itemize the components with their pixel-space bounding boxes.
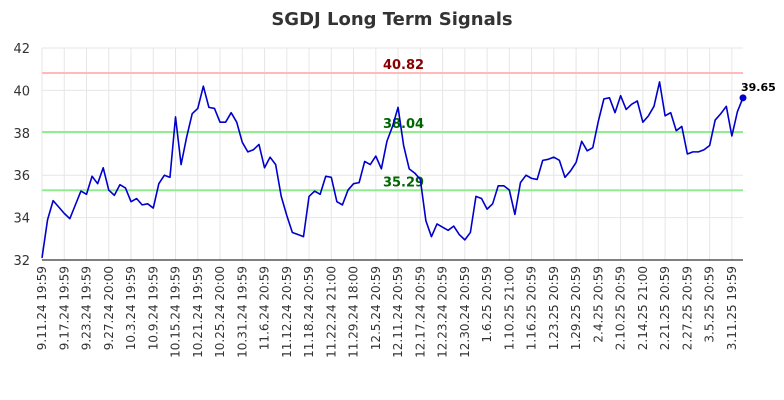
price-line bbox=[41, 81, 744, 258]
x-tick-label: 12.23.24 20:59 bbox=[436, 266, 450, 358]
x-tick-label: 11.29.24 18:00 bbox=[347, 266, 361, 358]
x-tick-label: 9.11.24 19:59 bbox=[35, 266, 49, 350]
x-tick-label: 12.5.24 20:59 bbox=[369, 266, 383, 350]
x-tick-label: 9.23.24 19:59 bbox=[80, 266, 94, 350]
reference-lines: 40.82 38.04 35.29 bbox=[42, 58, 743, 192]
last-value-label: 39.65 bbox=[741, 81, 776, 94]
x-axis-ticks: 9.11.24 19:59 9.17.24 19:59 9.23.24 19:59 9… bbox=[35, 266, 739, 358]
x-tick-label: 10.31.24 19:59 bbox=[235, 266, 249, 358]
x-tick-label: 11.6.24 20:59 bbox=[258, 266, 272, 350]
x-tick-label: 3.11.25 19:59 bbox=[725, 266, 739, 350]
x-tick-label: 11.18.24 20:59 bbox=[302, 266, 316, 358]
x-tick-label: 12.30.24 20:59 bbox=[458, 266, 472, 358]
x-tick-label: 1.23.25 20:59 bbox=[547, 266, 561, 350]
x-tick-label: 9.27.24 20:00 bbox=[102, 266, 116, 350]
last-point-marker bbox=[739, 94, 747, 102]
x-tick-label: 1.10.25 21:00 bbox=[502, 266, 516, 350]
x-tick-label: 1.6.25 20:59 bbox=[480, 266, 494, 343]
y-tick-label: 42 bbox=[13, 42, 30, 57]
x-tick-label: 1.16.25 20:59 bbox=[525, 266, 539, 350]
x-tick-label: 10.15.24 19:59 bbox=[169, 266, 183, 358]
x-tick-label: 12.11.24 20:59 bbox=[391, 266, 405, 358]
x-tick-label: 2.21.25 20:59 bbox=[658, 266, 672, 350]
x-tick-label: 3.5.25 20:59 bbox=[703, 266, 717, 343]
x-tick-label: 2.14.25 21:00 bbox=[636, 266, 650, 350]
x-tick-label: 10.25.24 20:00 bbox=[213, 266, 227, 358]
x-tick-label: 11.22.24 21:00 bbox=[324, 266, 338, 358]
y-tick-label: 32 bbox=[13, 254, 30, 269]
x-tick-label: 2.10.25 20:59 bbox=[614, 266, 628, 350]
x-tick-label: 11.12.24 20:59 bbox=[280, 266, 294, 358]
grid bbox=[41, 47, 743, 261]
x-tick-label: 10.3.24 19:59 bbox=[124, 266, 138, 350]
x-tick-label: 10.9.24 19:59 bbox=[146, 266, 160, 350]
y-axis-ticks: 32 34 36 38 40 42 bbox=[13, 42, 30, 269]
x-tick-label: 9.17.24 19:59 bbox=[57, 266, 71, 350]
reference-line-label: 38.04 bbox=[383, 117, 424, 132]
y-tick-label: 40 bbox=[13, 84, 30, 99]
x-tick-label: 10.21.24 19:59 bbox=[191, 266, 205, 358]
reference-line-label: 35.29 bbox=[383, 175, 424, 190]
annotations: 39.65 bbox=[739, 81, 776, 102]
y-tick-label: 34 bbox=[13, 212, 30, 227]
series-group bbox=[41, 81, 744, 258]
y-tick-label: 36 bbox=[13, 169, 30, 184]
x-tick-label: 2.27.25 20:59 bbox=[680, 266, 694, 350]
x-tick-label: 2.4.25 20:59 bbox=[591, 266, 605, 343]
y-tick-label: 38 bbox=[13, 127, 30, 142]
chart-title: SGDJ Long Term Signals bbox=[271, 9, 512, 30]
x-tick-label: 1.29.25 20:59 bbox=[569, 266, 583, 350]
x-tick-label: 12.17.24 20:59 bbox=[413, 266, 427, 358]
reference-line-label: 40.82 bbox=[383, 58, 424, 73]
